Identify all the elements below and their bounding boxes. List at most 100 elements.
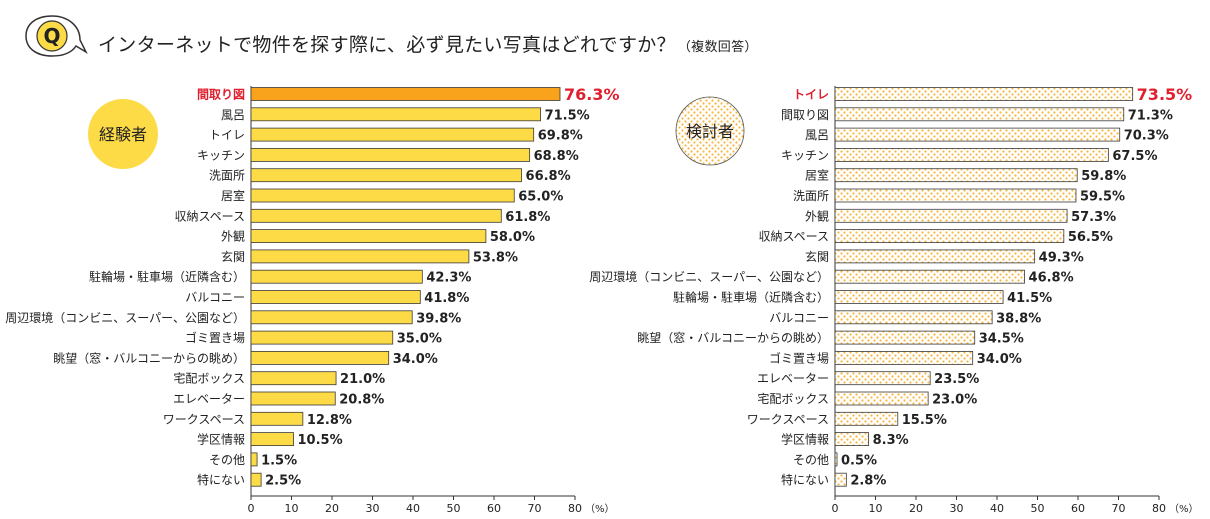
category-label: ゴミ置き場	[769, 350, 829, 365]
category-label: 間取り図	[781, 108, 829, 122]
bar	[834, 432, 870, 447]
bar	[250, 87, 561, 101]
value-label: 10.5%	[298, 433, 343, 448]
value-label: 53.8%	[473, 250, 518, 265]
x-axis-unit: （%）	[1169, 503, 1199, 515]
x-tick-label: 0	[248, 502, 255, 515]
chart-experienced: 経験者 0 10 20 30 40 50 60 70 80 （%） 間取り図 76.3% 風呂 71.5% ト…	[5, 85, 619, 515]
bar	[834, 290, 1004, 304]
value-label: 38.8%	[996, 311, 1041, 326]
x-tick-label: 60	[487, 502, 501, 515]
x-tick-label: 0	[832, 502, 839, 515]
value-label: 39.8%	[416, 311, 461, 326]
bar	[250, 249, 470, 264]
category-label: トイレ	[793, 88, 829, 102]
category-label: 玄関	[805, 249, 829, 264]
bar	[250, 411, 304, 426]
bar	[834, 472, 847, 487]
chart-considering: 検討者 0 10 20 30 40 50 60 70 80 （%） トイレ 73.5% 間取り図 71.3%…	[589, 85, 1198, 515]
category-label: エレベーター	[173, 392, 245, 406]
bar	[250, 310, 413, 325]
bar	[834, 188, 1077, 203]
category-label: 周辺環境（コンビニ、スーパー、公園など）	[589, 269, 829, 284]
category-label: 外観	[221, 230, 245, 244]
x-tick-label: 40	[406, 502, 420, 515]
bar	[250, 188, 515, 203]
value-label: 65.0%	[518, 190, 563, 205]
bar	[834, 87, 1134, 101]
bar	[250, 229, 487, 244]
bar	[250, 391, 336, 406]
value-label: 73.5%	[1137, 85, 1193, 104]
category-label: キッチン	[781, 148, 829, 162]
category-label: エレベーター	[757, 372, 829, 386]
question-badge-letter: Q	[43, 24, 60, 48]
question-header: Q インターネットで物件を探す際に、必ず見たい写真はどれですか？ （複数回答）	[0, 0, 1210, 70]
bar	[250, 371, 337, 386]
x-tick-label: 20	[325, 502, 339, 515]
bar	[834, 330, 976, 345]
value-label: 58.0%	[490, 230, 535, 245]
value-label: 71.5%	[545, 108, 590, 123]
question-badge-icon: Q	[25, 15, 88, 57]
value-label: 68.8%	[534, 149, 579, 164]
x-tick-label: 70	[528, 502, 542, 515]
value-label: 66.8%	[526, 169, 571, 184]
category-label: 洗面所	[793, 189, 829, 203]
category-label: 居室	[221, 188, 245, 203]
category-label: 風呂	[805, 128, 829, 142]
bar	[834, 107, 1125, 122]
category-label: 特にない	[781, 472, 829, 487]
category-label: バルコニー	[185, 291, 245, 305]
category-label: 宅配ボックス	[173, 371, 245, 386]
bar	[834, 127, 1121, 142]
value-label: 41.5%	[1007, 291, 1052, 306]
value-label: 76.3%	[564, 85, 620, 104]
x-tick-label: 70	[1112, 502, 1126, 515]
bar	[834, 147, 1109, 162]
value-label: 20.8%	[339, 393, 384, 408]
category-label: その他	[209, 453, 245, 467]
x-tick-label: 10	[285, 502, 299, 515]
bar	[250, 168, 522, 183]
category-label: キッチン	[197, 148, 245, 162]
category-label: 玄関	[221, 249, 245, 264]
value-label: 21.0%	[340, 372, 385, 387]
value-label: 69.8%	[538, 129, 583, 144]
category-label: 風呂	[221, 108, 245, 122]
bar	[250, 147, 531, 162]
category-label: 外観	[805, 209, 829, 223]
x-tick-label: 30	[950, 502, 964, 515]
value-label: 41.8%	[424, 291, 469, 306]
value-label: 8.3%	[873, 433, 909, 448]
bar	[834, 310, 993, 325]
bar	[250, 472, 262, 487]
category-label: ワークスペース	[163, 412, 245, 426]
category-label: ワークスペース	[747, 412, 829, 426]
category-label: 周辺環境（コンビニ、スーパー、公園など）	[5, 310, 245, 325]
category-label: その他	[793, 453, 829, 467]
value-label: 2.8%	[850, 474, 886, 489]
x-tick-label: 60	[1071, 502, 1085, 515]
category-label: 居室	[805, 168, 829, 183]
category-label: 駐輪場・駐車場（近隣含む）	[673, 290, 829, 305]
category-label: 学区情報	[197, 432, 245, 447]
value-label: 1.5%	[261, 453, 297, 468]
question-text: インターネットで物件を探す際に、必ず見たい写真はどれですか？	[98, 34, 676, 56]
bar	[250, 432, 294, 447]
value-label: 67.5%	[1112, 149, 1157, 164]
bar	[834, 168, 1078, 183]
group-badge-label: 経験者	[99, 125, 147, 144]
bar	[250, 127, 535, 142]
category-label: 駐輪場・駐車場（近隣含む）	[89, 269, 245, 284]
category-label: トイレ	[209, 128, 245, 142]
value-label: 34.0%	[977, 352, 1022, 367]
value-label: 59.8%	[1081, 169, 1126, 184]
value-label: 35.0%	[397, 332, 442, 347]
value-label: 23.5%	[934, 372, 979, 387]
bar	[834, 229, 1065, 244]
bar	[834, 411, 899, 426]
value-label: 12.8%	[307, 413, 352, 428]
value-label: 42.3%	[426, 271, 471, 286]
x-tick-label: 10	[869, 502, 883, 515]
